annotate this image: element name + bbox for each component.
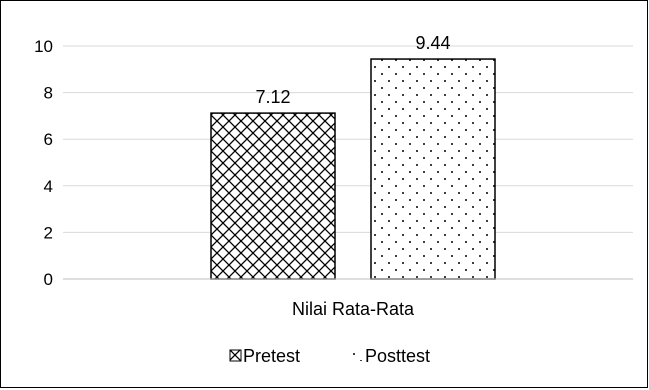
y-tick-label: 0 [44,270,53,289]
legend-label-pretest: Pretest [243,346,300,366]
y-tick-label: 2 [44,223,53,242]
y-tick-label: 4 [44,177,53,196]
category-label: Nilai Rata-Rata [292,299,415,319]
y-tick-label: 6 [44,130,53,149]
legend-swatch-pretest [229,349,242,362]
legend-label-posttest: Posttest [365,346,430,366]
data-label-pretest: 7.12 [255,87,290,107]
legend: Pretest Posttest [229,346,430,366]
bars [210,58,496,280]
gridlines [63,45,633,233]
data-labels: 7.12 9.44 [255,33,450,107]
y-axis-ticks: 0 2 4 6 8 10 [34,37,53,289]
data-label-posttest: 9.44 [415,33,450,53]
bar-posttest [370,58,496,280]
y-tick-label: 10 [34,37,53,56]
y-tick-label: 8 [44,84,53,103]
legend-swatch-posttest [352,350,363,361]
bar-pretest [210,112,336,280]
